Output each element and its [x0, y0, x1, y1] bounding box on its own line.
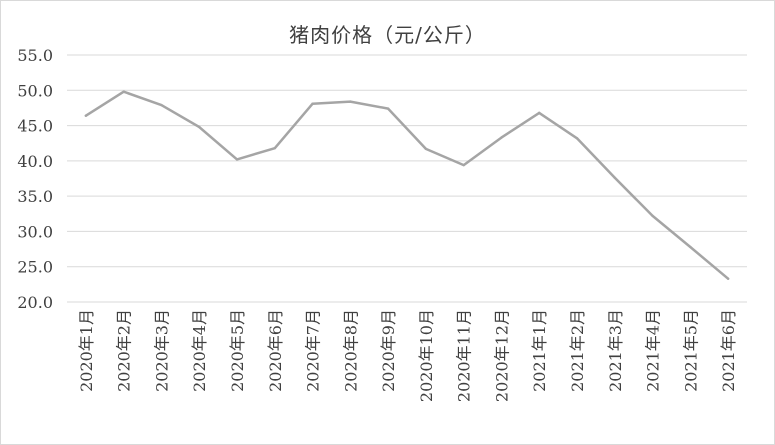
x-tick-label: 2020年10月: [417, 309, 436, 402]
x-tick-label: 2020年3月: [152, 309, 171, 392]
x-tick-label: 2021年1月: [530, 309, 549, 392]
x-tick-label: 2021年6月: [719, 309, 738, 392]
y-tick-label: 50.0: [17, 81, 53, 100]
x-axis-ticks: 2020年1月 2020年2月 2020年3月 2020年4月 2020年5月 2020年…: [77, 309, 738, 402]
data-point: [462, 163, 465, 167]
data-point: [689, 245, 692, 249]
y-axis-ticks: 20.0 25.0 30.0 35.0 40.0 45.0 50.0 55.0: [17, 46, 53, 312]
data-point: [575, 137, 579, 140]
y-tick-label: 30.0: [17, 222, 53, 241]
series-line: [84, 90, 730, 280]
x-tick-label: 2020年11月: [455, 309, 474, 402]
x-tick-label: 2020年2月: [115, 309, 134, 392]
x-tick-label: 2020年9月: [379, 309, 398, 392]
gridlines: [67, 54, 747, 303]
chart-title: 猪肉价格（元/公斤）: [289, 23, 486, 47]
x-tick-label: 2020年12月: [492, 309, 511, 402]
x-tick-label: 2021年4月: [644, 309, 663, 392]
data-point: [160, 103, 163, 107]
y-tick-label: 55.0: [17, 46, 53, 65]
x-tick-label: 2020年1月: [77, 309, 96, 392]
series-layer: [84, 90, 730, 280]
data-point: [613, 176, 616, 179]
y-tick-label: 20.0: [17, 293, 53, 312]
x-tick-label: 2020年6月: [266, 309, 285, 392]
x-tick-label: 2020年5月: [228, 309, 247, 392]
data-point: [198, 125, 201, 129]
y-tick-label: 35.0: [17, 187, 53, 206]
x-tick-label: 2020年4月: [190, 309, 209, 392]
y-tick-label: 45.0: [17, 117, 53, 136]
x-tick-label: 2021年3月: [606, 309, 625, 392]
data-point: [500, 136, 503, 139]
data-point: [726, 277, 730, 280]
data-point: [235, 158, 239, 161]
data-point: [651, 214, 654, 218]
x-tick-label: 2020年7月: [304, 309, 323, 392]
data-point: [311, 102, 314, 105]
data-point: [273, 146, 276, 150]
data-point: [424, 147, 428, 151]
data-point: [122, 90, 125, 93]
data-point: [349, 100, 352, 103]
y-tick-label: 25.0: [17, 258, 53, 277]
x-tick-label: 2021年5月: [681, 309, 700, 392]
data-point: [84, 114, 88, 117]
x-tick-label: 2021年2月: [568, 309, 587, 392]
data-point: [538, 111, 541, 115]
x-tick-label: 2020年8月: [341, 309, 360, 392]
data-point: [386, 107, 390, 110]
y-tick-label: 40.0: [17, 152, 53, 171]
